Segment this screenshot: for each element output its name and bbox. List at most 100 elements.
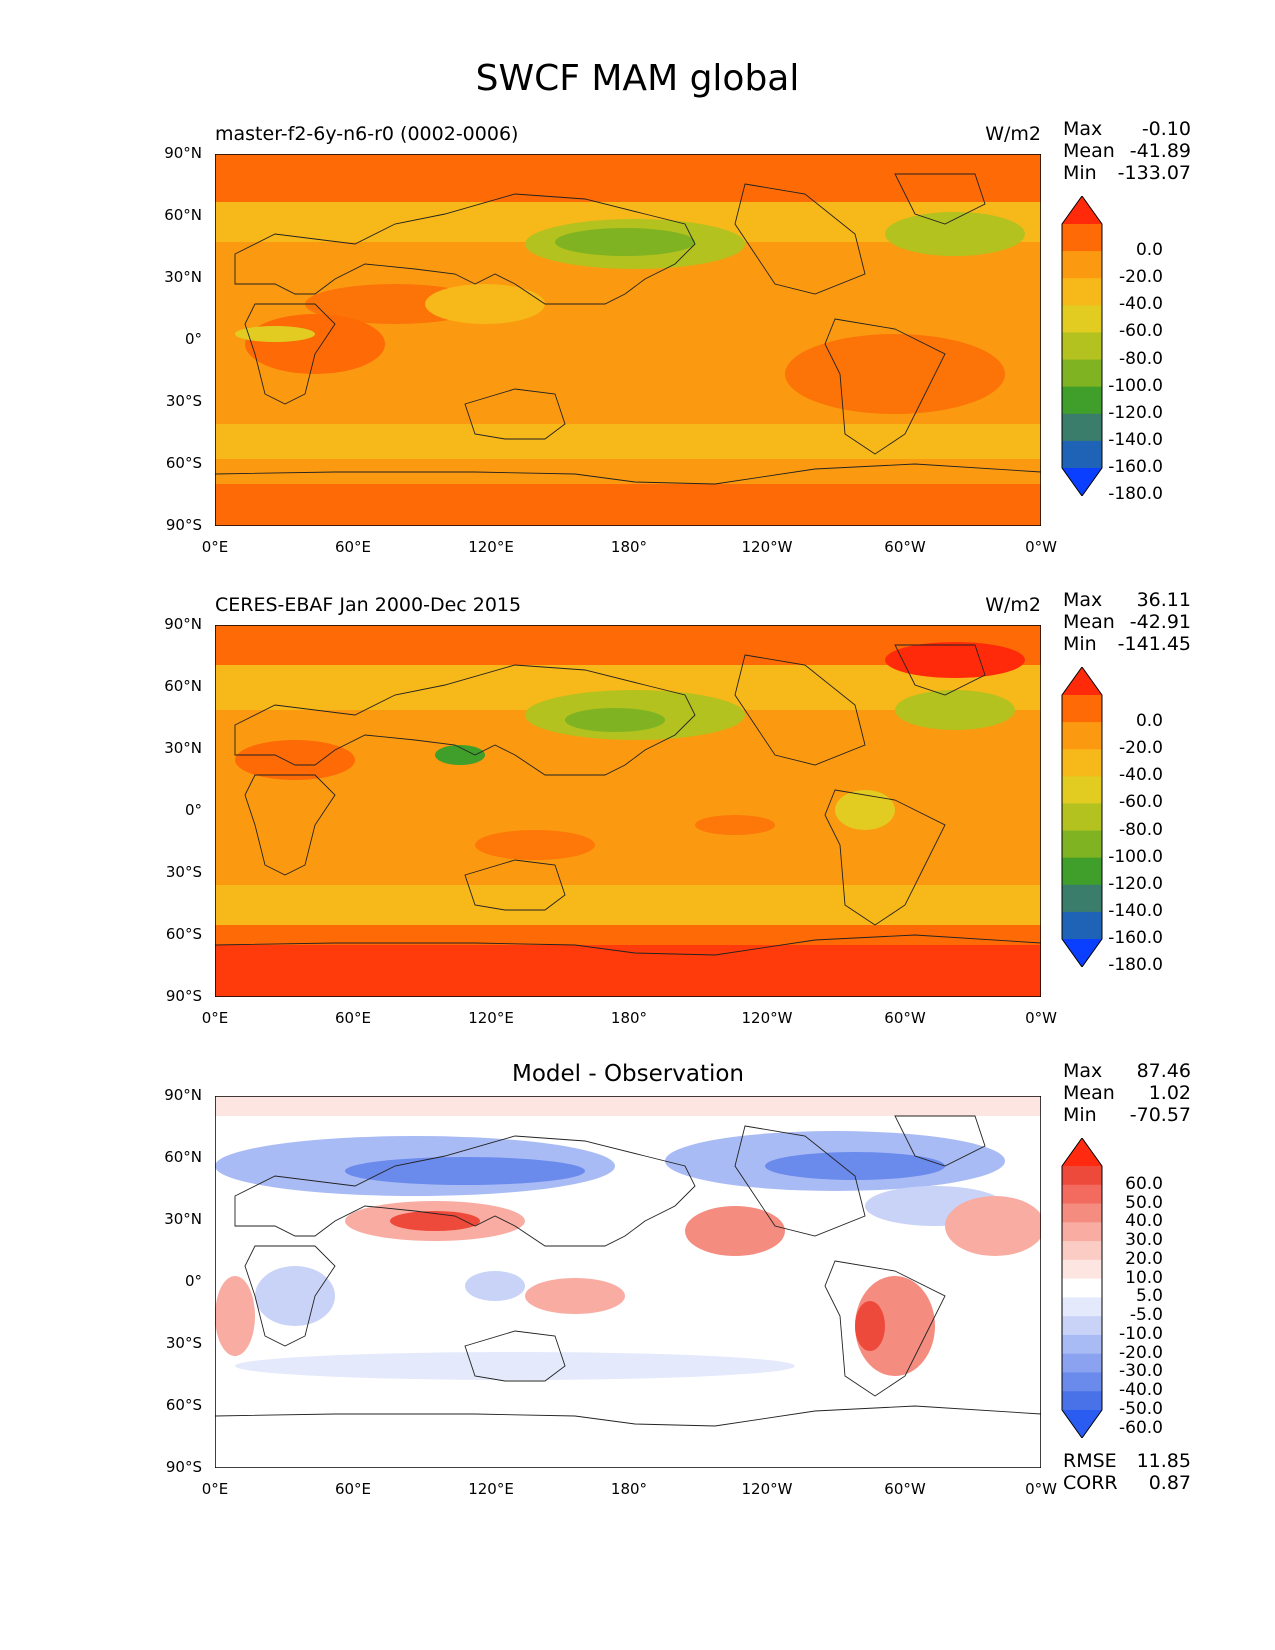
stat-max-value: -0.10 (1141, 118, 1191, 140)
lat-tick-label: 60°N (164, 677, 202, 695)
colorbar-tick-label: 30.0 (1125, 1230, 1163, 1251)
stat-mean-value: 1.02 (1148, 1082, 1191, 1104)
colorbar-tick-label: -100.0 (1108, 375, 1163, 396)
lat-tick-label: 90°S (165, 516, 202, 534)
lat-tick-label: 90°N (164, 1086, 202, 1104)
colorbar: 0.0 -20.0 -40.0 -60.0 -80.0 -100.0 -120.0 -140.… (1061, 667, 1163, 975)
colorbar-segment (1062, 749, 1102, 777)
lon-tick-label: 180° (610, 1009, 648, 1027)
colorbar-tick-label: 50.0 (1125, 1192, 1163, 1213)
colorbar-tick-label: -100.0 (1108, 846, 1163, 867)
colorbar-graphic (1061, 196, 1103, 496)
lon-tick-label: 0°E (201, 1009, 229, 1027)
lon-tick-label: 60°E (334, 1009, 372, 1027)
colorbar-segment (1062, 695, 1102, 723)
colorbar-tick-label: -20.0 (1119, 738, 1163, 759)
colorbar-segment (1062, 305, 1102, 333)
colorbar-segment (1062, 830, 1102, 859)
stat-min-value: -70.57 (1129, 1104, 1191, 1126)
colorbar-extend-bottom (1062, 939, 1102, 967)
colorbar-segment (1062, 278, 1102, 306)
lat-tick-label: 30°S (165, 1334, 202, 1352)
colorbar-tick-label: -40.0 (1119, 294, 1163, 315)
colorbar-extend-bottom (1062, 1410, 1102, 1438)
colorbar-tick-label: -40.0 (1119, 765, 1163, 786)
colorbar-graphic (1061, 1138, 1103, 1438)
colorbar-segment (1062, 776, 1102, 804)
colorbar-segment (1062, 803, 1102, 832)
colorbar-segment (1062, 386, 1102, 415)
colorbar-segment (1062, 251, 1102, 279)
lat-tick-label: 0° (184, 330, 202, 348)
stat-max-value: 36.11 (1136, 589, 1191, 611)
colorbar-extend-top (1062, 196, 1102, 224)
stat-min-label: Min (1063, 633, 1097, 655)
colorbar-tick-label: -160.0 (1108, 928, 1163, 948)
corr-label: CORR (1063, 1472, 1118, 1494)
colorbar-segment (1062, 1278, 1102, 1298)
colorbar-outline (1061, 1138, 1103, 1438)
colorbar-tick-label: -120.0 (1108, 873, 1163, 894)
colorbar-tick-label: -140.0 (1108, 900, 1163, 921)
colorbar-tick-label: -50.0 (1119, 1399, 1163, 1419)
panel-title: CERES-EBAF Jan 2000-Dec 2015 (215, 594, 522, 616)
colorbar-segment (1062, 413, 1102, 442)
colorbar-tick-label: 60.0 (1125, 1173, 1163, 1194)
colorbar-tick-label: -120.0 (1108, 402, 1163, 423)
colorbar-tick-label: -180.0 (1108, 955, 1163, 976)
colorbar-tick-label: -40.0 (1119, 1380, 1163, 1401)
lon-tick-label: 120°W (741, 1009, 793, 1027)
panel-model: master-f2-6y-n6-r0 (0002-0006) W/m2 Max -… (0, 118, 1275, 558)
colorbar-tick-label: -160.0 (1108, 457, 1163, 477)
stat-min-label: Min (1063, 162, 1097, 184)
units-label: W/m2 (985, 594, 1041, 616)
lon-tick-label: 0°E (201, 1480, 229, 1498)
error-stats: RMSE 11.85 CORR 0.87 (1063, 1450, 1191, 1494)
units-label: W/m2 (985, 123, 1041, 145)
colorbar-extend-top (1062, 1138, 1102, 1166)
colorbar-segment (1062, 359, 1102, 388)
lat-tick-label: 0° (184, 801, 202, 819)
colorbar-segment (1062, 332, 1102, 361)
lat-tick-label: 30°S (165, 863, 202, 881)
colorbar-graphic (1061, 667, 1103, 967)
lat-tick-label: 30°S (165, 392, 202, 410)
lon-tick-label: 120°W (741, 1480, 793, 1498)
colorbar-tick-label: -140.0 (1108, 429, 1163, 450)
lon-tick-label: 120°W (741, 538, 793, 556)
colorbar-tick-label: 40.0 (1125, 1211, 1163, 1232)
colorbar-tick-label: -30.0 (1119, 1361, 1163, 1382)
colorbar-tick-label: 20.0 (1125, 1248, 1163, 1269)
stat-min-value: -133.07 (1117, 162, 1191, 184)
stat-mean-label: Mean (1063, 1082, 1115, 1104)
colorbar-segment (1062, 1203, 1102, 1223)
stats-box: Max 36.11 Mean -42.91 Min -141.45 (1063, 589, 1191, 655)
lon-tick-label: 120°E (468, 1480, 514, 1498)
stat-max-label: Max (1063, 118, 1103, 140)
colorbar-extend-top (1062, 667, 1102, 695)
lon-tick-label: 60°W (884, 1480, 926, 1498)
colorbar-segment (1062, 1334, 1102, 1355)
panel-difference: Model - Observation Max 87.46 Mean 1.02 Mi… (0, 1060, 1275, 1500)
lat-tick-label: 30°N (164, 268, 202, 286)
colorbar-tick-label: 5.0 (1135, 1286, 1163, 1307)
map-plot (215, 625, 1041, 997)
corr-value: 0.87 (1148, 1472, 1191, 1494)
lat-tick-label: 0° (184, 1272, 202, 1290)
lon-tick-label: 0°E (201, 538, 229, 556)
colorbar-tick-label: -80.0 (1119, 819, 1163, 840)
lon-tick-label: 180° (610, 1480, 648, 1498)
lat-tick-label: 30°N (164, 1210, 202, 1228)
colorbar-segment (1062, 1297, 1102, 1317)
lon-tick-label: 120°E (468, 538, 514, 556)
colorbar-outline (1061, 196, 1103, 496)
colorbar-segment (1062, 1222, 1102, 1242)
lon-tick-label: 60°E (334, 1480, 372, 1498)
colorbar-tick-label: -5.0 (1129, 1305, 1163, 1326)
lat-tick-label: 90°N (164, 615, 202, 633)
lat-tick-label: 60°S (165, 1396, 202, 1414)
colorbar-segment (1062, 224, 1102, 252)
colorbar-segment (1062, 857, 1102, 886)
rmse-value: 11.85 (1136, 1450, 1191, 1472)
lon-tick-label: 0°W (1025, 1009, 1057, 1027)
